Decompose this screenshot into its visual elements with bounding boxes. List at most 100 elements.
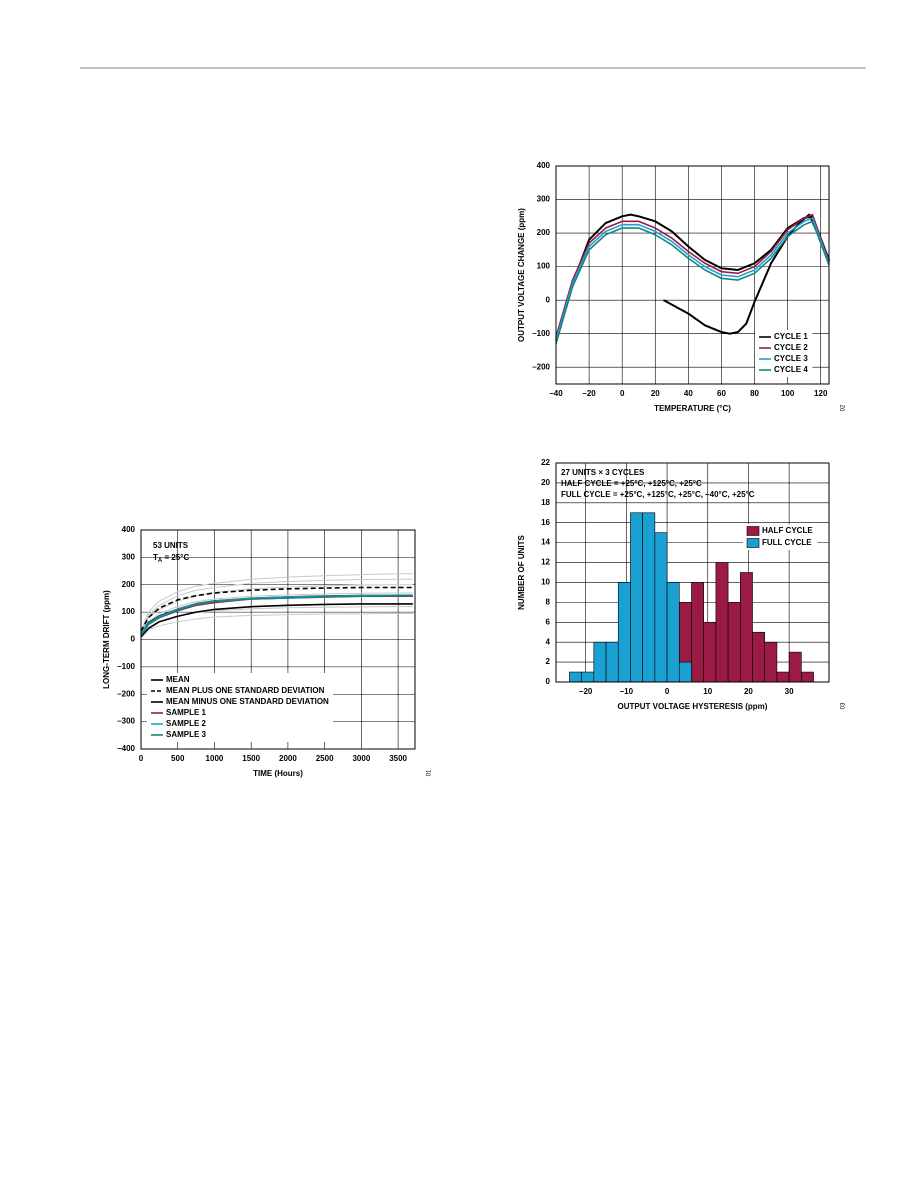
y-tick-label: 12 <box>541 558 550 567</box>
annotation: HALF CYCLE = +25°C, +125°C, +25°C <box>561 479 702 488</box>
series-line <box>555 217 830 341</box>
plot-frame <box>140 529 416 750</box>
x-tick-label: 120 <box>814 389 828 398</box>
annotation-part: = 25°C <box>162 553 189 562</box>
x-tick-label: 500 <box>171 754 185 763</box>
plot-frame <box>555 165 830 385</box>
legend: CYCLE 1 CYCLE 2 CYCLE 3 CYCLE 4 <box>755 330 813 377</box>
series-line <box>140 594 413 636</box>
y-tick-label: 0 <box>131 635 136 644</box>
x-axis-label: TEMPERATURE (°C) <box>654 404 731 413</box>
y-tick-label: –400 <box>117 744 135 753</box>
y-axis-label: LONG-TERM DRIFT (ppm) <box>102 590 111 689</box>
y-tick-label: 0 <box>546 677 551 686</box>
y-tick-label: 6 <box>546 617 551 626</box>
x-tick-label: 30 <box>785 687 794 696</box>
y-tick-label: 300 <box>122 552 136 561</box>
x-tick-label: –20 <box>579 687 593 696</box>
histogram-bar <box>569 671 582 683</box>
legend-background <box>755 330 813 377</box>
histogram-bar <box>715 562 729 683</box>
legend-label: MEAN PLUS ONE STANDARD DEVIATION <box>166 686 325 695</box>
x-tick-label: 3000 <box>352 754 370 763</box>
y-tick-label: 0 <box>546 295 551 304</box>
histogram-bar <box>703 621 717 683</box>
y-tick-label: –100 <box>117 662 135 671</box>
unit-curve <box>140 612 413 639</box>
histogram-bar <box>630 512 643 683</box>
y-tick-label: 300 <box>537 195 551 204</box>
histogram-bar <box>642 512 656 683</box>
legend-label: SAMPLE 1 <box>166 708 207 717</box>
series-line <box>555 220 830 344</box>
x-tick-label: 40 <box>684 389 693 398</box>
y-tick-label: 10 <box>541 578 550 587</box>
series-line <box>140 586 413 632</box>
histogram-bar <box>678 661 692 683</box>
figure-id: 03 <box>841 702 847 709</box>
y-tick-label: 20 <box>541 478 550 487</box>
x-tick-label: 20 <box>744 687 753 696</box>
series-line <box>140 603 413 638</box>
y-tick-label: 200 <box>537 228 551 237</box>
legend-label: SAMPLE 2 <box>166 719 207 728</box>
annotation: TA = 25°C <box>153 553 189 563</box>
legend-label: CYCLE 3 <box>774 354 808 363</box>
histogram-bar <box>654 532 668 683</box>
y-tick-label: 400 <box>537 161 551 170</box>
legend-label: MEAN MINUS ONE STANDARD DEVIATION <box>166 697 329 706</box>
y-tick-label: 2 <box>546 657 551 666</box>
annotation: 53 UNITS <box>153 541 189 550</box>
x-tick-label: 1000 <box>206 754 224 763</box>
x-tick-label: 60 <box>717 389 726 398</box>
x-tick-label: 3500 <box>389 754 407 763</box>
histogram-bar <box>776 671 790 683</box>
legend-label: HALF CYCLE <box>762 526 813 535</box>
y-tick-label: 100 <box>537 262 551 271</box>
x-tick-label: –10 <box>620 687 634 696</box>
x-tick-label: 0 <box>620 389 625 398</box>
y-axis-label: OUTPUT VOLTAGE CHANGE (ppm) <box>517 208 526 342</box>
figure-id: 02 <box>841 404 847 411</box>
y-tick-label: 22 <box>541 458 550 467</box>
y-tick-label: –200 <box>532 362 550 371</box>
histogram-bar <box>593 641 607 683</box>
unit-curve <box>140 573 413 632</box>
legend: MEAN MEAN PLUS ONE STANDARD DEVIATION MEAN… <box>147 673 334 742</box>
figure-id: 01 <box>427 769 433 776</box>
x-axis-label: OUTPUT VOLTAGE HYSTERESIS (ppm) <box>618 702 768 711</box>
unit-curve <box>140 578 413 633</box>
y-tick-label: –200 <box>117 689 135 698</box>
histogram-bar <box>740 572 753 683</box>
x-tick-label: –40 <box>549 389 563 398</box>
y-tick-label: 100 <box>122 607 136 616</box>
y-tick-label: –300 <box>117 717 135 726</box>
histogram-bar <box>581 671 595 683</box>
histogram-bar <box>788 651 802 683</box>
legend-swatch <box>746 526 760 536</box>
unit-curve <box>140 592 413 636</box>
legend-label: CYCLE 1 <box>774 332 808 341</box>
y-tick-label: 200 <box>122 580 136 589</box>
y-tick-label: 8 <box>546 597 551 606</box>
y-tick-label: 400 <box>122 525 136 534</box>
annotation-part: A <box>158 558 163 564</box>
x-tick-label: 2500 <box>316 754 334 763</box>
annotation: FULL CYCLE = +25°C, +125°C, +25°C, –40°C… <box>561 490 755 499</box>
legend-label: SAMPLE 3 <box>166 730 207 739</box>
unit-curve <box>140 584 413 635</box>
annotation: 27 UNITS × 3 CYCLES <box>561 468 645 477</box>
histogram-bar <box>764 641 778 683</box>
histogram-bar <box>691 582 704 683</box>
histogram-bar <box>666 582 680 683</box>
histogram-bar <box>605 641 619 683</box>
x-axis-label: TIME (Hours) <box>253 769 303 778</box>
series-line <box>555 213 830 338</box>
histogram-bar <box>617 582 631 683</box>
y-axis-label: NUMBER OF UNITS <box>517 535 526 610</box>
legend-label: FULL CYCLE <box>762 538 812 547</box>
x-tick-label: 0 <box>665 687 670 696</box>
y-tick-label: 4 <box>546 637 551 646</box>
